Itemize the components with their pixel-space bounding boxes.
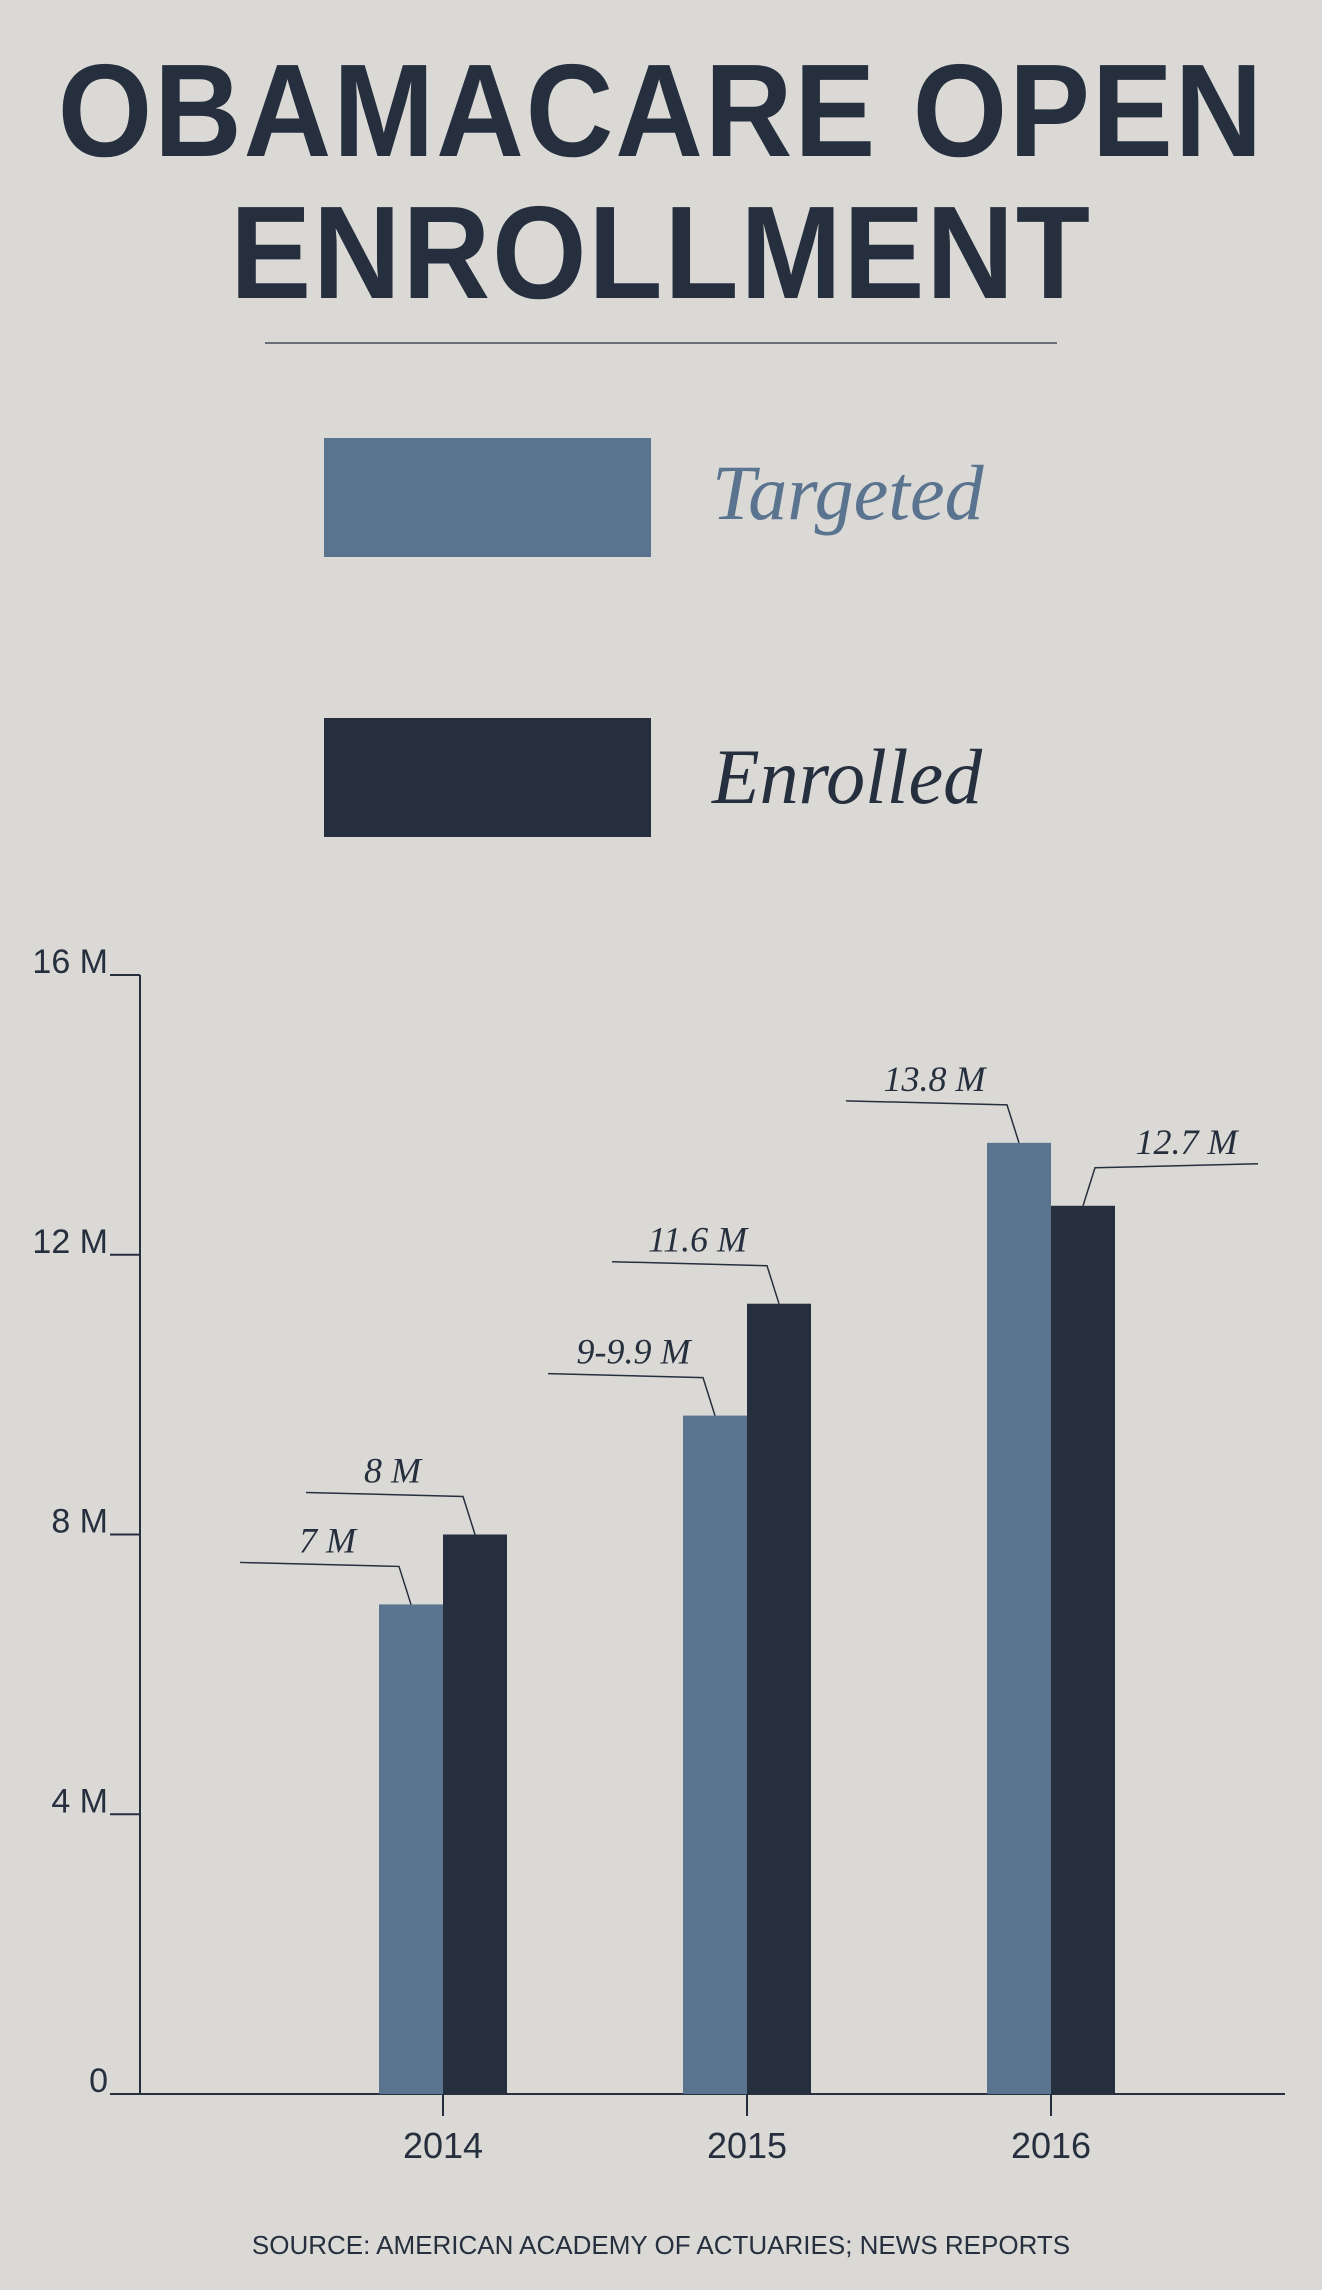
callout-leader-line: [305, 1491, 476, 1535]
title-line-1: OBAMACARE OPEN: [57, 37, 1265, 184]
x-tick-label: 2015: [707, 2125, 787, 2166]
title-line-2: ENROLLMENT: [230, 179, 1092, 326]
x-tick-label: 2014: [403, 2125, 483, 2166]
callout-leader-line: [239, 1561, 412, 1605]
callout-leader-line: [845, 1100, 1020, 1144]
y-tick-label: 16 M: [32, 943, 108, 981]
y-tick-label: 4 M: [51, 1782, 108, 1820]
callout-leader-line: [547, 1372, 716, 1416]
callout-label: 7 M: [299, 1520, 358, 1560]
title-divider: [265, 342, 1057, 344]
callout-label: 8 M: [364, 1451, 423, 1491]
bar-targeted-2014: [379, 1604, 443, 2094]
callout-leader-line: [611, 1260, 780, 1304]
bar-enrolled-2014: [443, 1534, 507, 2094]
callout-leader-line: [1082, 1163, 1259, 1207]
bar-enrolled-2016: [1051, 1205, 1115, 2094]
bar-targeted-2016: [987, 1142, 1051, 2094]
x-tick-label: 2016: [1011, 2125, 1091, 2166]
callout-label: 11.6 M: [648, 1220, 749, 1260]
legend-label-enrolled: Enrolled: [712, 733, 983, 820]
callout-label: 12.7 M: [1136, 1122, 1240, 1162]
y-tick-label: 12 M: [32, 1223, 108, 1261]
legend-swatch-enrolled: [324, 718, 651, 837]
bar-enrolled-2015: [747, 1303, 811, 2094]
legend-swatch-targeted: [324, 438, 651, 557]
callout-label: 9-9.9 M: [577, 1332, 693, 1372]
y-tick-label: 0: [89, 2062, 108, 2100]
legend-label-targeted: Targeted: [712, 449, 984, 536]
source-note: SOURCE: AMERICAN ACADEMY OF ACTUARIES; N…: [251, 2230, 1071, 2260]
chart-title: OBAMACARE OPEN ENROLLMENT: [53, 40, 1269, 324]
callout-label: 13.8 M: [884, 1059, 988, 1099]
y-tick-label: 8 M: [51, 1503, 108, 1541]
bar-targeted-2015: [683, 1415, 747, 2094]
